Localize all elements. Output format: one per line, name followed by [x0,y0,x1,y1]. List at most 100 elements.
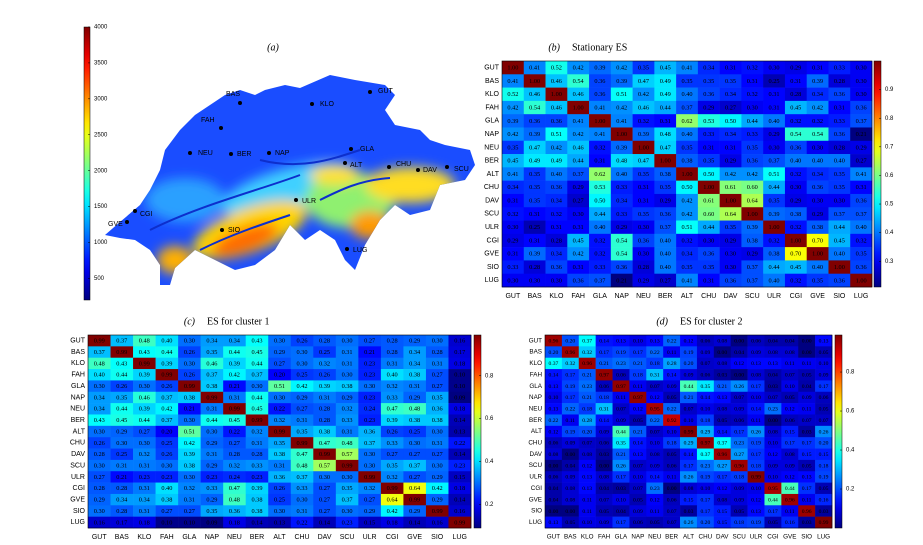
cell-label: 0.27 [139,428,150,435]
heatmap-cell [155,380,179,393]
heatmap-cell [425,403,449,415]
heatmap-cell [200,335,224,347]
cell-label: 0.16 [454,338,465,345]
cell-label: 0.18 [454,360,465,367]
colorbar-tick-label: 2500 [94,132,108,138]
heatmap-cell [680,346,698,359]
heatmap-cell [380,437,404,449]
heatmap-cell [545,193,568,208]
cell-label: 0.12 [650,395,660,401]
heatmap-cell [403,448,427,461]
station-dot [219,126,223,130]
heatmap-cell [646,448,664,461]
cell-label: 0.14 [684,452,694,458]
cell-label: 0.35 [507,144,518,151]
cell-label: 0.36 [432,406,443,413]
cell-label: 0.37 [582,338,592,344]
cell-label: 0.27 [297,406,308,413]
heatmap-cell [268,403,292,415]
cell-label: 0.34 [94,394,106,401]
cell-label: 0.23 [768,407,778,413]
colorbar-tick-label: 0.6 [485,416,494,422]
cell-label: 0.13 [274,519,285,526]
cell-label: 0.36 [747,158,758,165]
heatmap-cell [358,425,382,438]
cell-label: 0.30 [769,65,780,72]
heatmap-cell [719,180,742,195]
heatmap-cell [781,459,799,472]
y-tick-label: NAP [71,394,86,401]
cell-label: 0.99 [139,360,150,367]
cell-label: 0.45 [251,406,262,413]
heatmap-cell [523,100,546,115]
station-label: ALT [350,162,363,169]
heatmap-cell [88,346,111,359]
cell-label: 0.36 [856,104,867,111]
heatmap-cell [425,471,449,483]
heatmap-cell [696,391,715,404]
heatmap-cell [697,127,720,142]
heatmap-cell [155,414,179,427]
heatmap-cell [730,414,748,427]
x-tick-label: BER [250,534,264,541]
cell-label: 0.26 [751,429,761,435]
cell-label: 0.40 [769,118,780,125]
heatmap-cell [155,346,179,359]
heatmap-cell [313,414,337,427]
panel-title: ES for cluster 1 [207,316,270,327]
cell-label: 0.42 [507,131,518,138]
cell-label: 0.30 [94,428,105,435]
x-tick-label: BER [665,534,678,541]
cell-label: 0.37 [856,118,867,125]
heatmap-cell [764,516,782,529]
cell-label: 0.52 [507,91,518,98]
colorbar-tick-label: 0.2 [846,487,855,493]
heatmap-cell [815,369,833,381]
heatmap-cell [110,357,134,370]
cell-label: 0.25 [161,440,172,447]
y-tick-label: SIO [487,264,500,271]
heatmap-cell [567,154,590,168]
y-tick-label: NEU [70,406,85,413]
cell-label: 0.36 [594,78,605,85]
x-tick-label: GVE [783,534,796,541]
cell-label: 0.43 [139,349,150,356]
heatmap-cell [110,346,134,359]
cell-label: 0.30 [812,198,823,205]
map-title: (a) [267,42,279,53]
cell-label: 0.96 [785,497,795,503]
cell-label: 0.10 [819,361,829,367]
heatmap-cell [654,180,677,195]
cell-label: 0.27 [319,485,330,492]
heatmap-cell [268,414,292,427]
heatmap-cell [784,273,808,288]
heatmap-cell [133,516,156,529]
cell-label: 0.35 [703,264,714,271]
heatmap-cell [567,247,590,261]
heatmap-cell [741,193,764,208]
heatmap-cell [313,505,337,517]
heatmap-cell [110,425,134,438]
heatmap-cell [798,346,816,359]
heatmap-cell [155,516,179,529]
heatmap-cell [502,100,525,115]
heatmap-cell [741,207,764,221]
heatmap-cell [632,61,655,75]
cell-label: 0.10 [184,519,195,526]
heatmap-cell [680,448,698,461]
heatmap-cell [545,335,563,347]
cell-label: 0.38 [342,383,353,390]
cell-label: 0.48 [616,158,627,165]
heatmap-cell [200,369,224,381]
cell-label: 0.31 [342,349,353,356]
heatmap-cell [133,425,156,438]
cell-label: 0.29 [725,158,736,165]
heatmap-cell [589,154,612,168]
heatmap-cell [629,380,647,393]
cell-label: 0.35 [725,78,736,85]
heatmap-cell [850,273,873,288]
cell-label: 0.06 [734,418,744,424]
heatmap-cell [595,448,613,461]
cell-label: 0.12 [684,338,694,344]
cell-label: 0.99 [454,519,465,526]
